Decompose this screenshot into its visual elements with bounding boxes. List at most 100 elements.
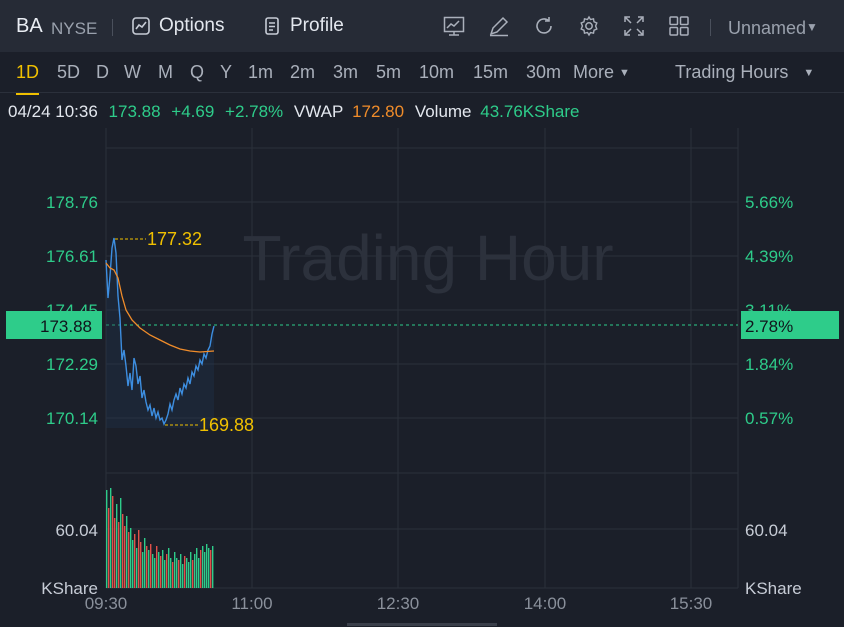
options-button[interactable]: Options bbox=[131, 15, 224, 37]
volume-bar bbox=[168, 548, 170, 588]
volume-bar bbox=[116, 504, 118, 588]
chart-scrollbar[interactable] bbox=[347, 623, 497, 626]
indicator-chart-icon[interactable] bbox=[442, 14, 466, 38]
trading-hours-label: Trading Hours bbox=[675, 62, 789, 82]
period-15m[interactable]: 15m bbox=[473, 62, 509, 82]
volume-bar bbox=[110, 488, 112, 588]
volume-bar bbox=[128, 532, 130, 588]
period-y[interactable]: Y bbox=[220, 62, 233, 82]
pct-tick: 1.84% bbox=[745, 355, 793, 374]
current-price-label: 173.88 bbox=[40, 317, 92, 336]
price-area bbox=[106, 238, 214, 428]
volume-unit-left: KShare bbox=[41, 579, 98, 598]
volume-bar bbox=[172, 562, 174, 588]
vwap-label: VWAP bbox=[293, 102, 344, 121]
time-tick: 12:30 bbox=[377, 594, 420, 613]
volume-label: Volume bbox=[414, 102, 472, 121]
watermark-text: Trading Hour bbox=[242, 222, 613, 294]
volume-bar bbox=[140, 542, 142, 588]
options-chart-icon bbox=[132, 17, 150, 35]
intraday-chart[interactable]: Trading Hour 178.76 176.61 174.45 172.29… bbox=[0, 128, 844, 627]
refresh-icon[interactable] bbox=[532, 14, 556, 38]
period-30m[interactable]: 30m bbox=[526, 62, 562, 82]
volume-tick-left: 60.04 bbox=[55, 521, 98, 540]
period-1d[interactable]: 1D bbox=[16, 62, 40, 95]
quote-datetime: 04/24 10:36 bbox=[8, 102, 98, 121]
period-w[interactable]: W bbox=[124, 62, 141, 82]
document-icon bbox=[265, 17, 279, 35]
quote-price: 173.88 bbox=[108, 102, 161, 121]
volume-bar bbox=[156, 546, 158, 588]
high-price-label: 177.32 bbox=[147, 229, 202, 249]
volume-bar bbox=[186, 558, 188, 588]
price-tick: 172.29 bbox=[46, 355, 98, 374]
period-10m[interactable]: 10m bbox=[419, 62, 455, 82]
volume-bar bbox=[112, 496, 114, 588]
profile-button[interactable]: Profile bbox=[262, 15, 344, 37]
price-line bbox=[105, 237, 215, 426]
period-q[interactable]: Q bbox=[190, 62, 205, 82]
volume-bar bbox=[190, 552, 192, 588]
volume-bar bbox=[114, 518, 116, 588]
pct-tick: 0.57% bbox=[745, 409, 793, 428]
volume-bar bbox=[208, 548, 210, 588]
period-selector-bar: 1D 5D D W M Q Y 1m 2m 3m 5m 10m 15m 30m … bbox=[0, 52, 844, 95]
layout-label: Unnamed bbox=[728, 18, 807, 38]
chart-grid bbox=[105, 128, 739, 589]
volume-bar bbox=[192, 560, 194, 588]
period-3m[interactable]: 3m bbox=[333, 62, 359, 82]
volume-bar bbox=[150, 544, 152, 588]
volume-bar bbox=[142, 552, 144, 588]
volume-bar bbox=[148, 550, 150, 588]
options-label: Options bbox=[159, 15, 225, 36]
volume-bar bbox=[180, 554, 182, 588]
volume-bar bbox=[174, 552, 176, 588]
caret-down-icon: ▼ bbox=[803, 67, 815, 79]
volume-bar bbox=[136, 548, 138, 588]
volume-value: 43.76KShare bbox=[480, 102, 580, 121]
divider bbox=[710, 19, 711, 36]
volume-bar bbox=[160, 556, 162, 588]
volume-bars bbox=[106, 488, 214, 588]
period-2m[interactable]: 2m bbox=[290, 62, 316, 82]
ticker-symbol[interactable]: BA bbox=[16, 15, 43, 37]
draw-pen-icon[interactable] bbox=[487, 14, 511, 38]
price-plot bbox=[105, 237, 215, 428]
more-periods-dropdown[interactable]: More ▼ bbox=[573, 62, 630, 83]
volume-bar bbox=[144, 538, 146, 588]
period-d[interactable]: D bbox=[96, 62, 109, 82]
volume-bar bbox=[184, 556, 186, 588]
period-5d[interactable]: 5D bbox=[57, 62, 81, 82]
volume-bar bbox=[206, 544, 208, 588]
period-1m[interactable]: 1m bbox=[248, 62, 274, 82]
layout-selector[interactable]: Unnamed▼ bbox=[728, 18, 818, 39]
volume-bar bbox=[126, 516, 128, 588]
volume-tick-right: 60.04 bbox=[745, 521, 788, 540]
volume-bar bbox=[212, 546, 214, 588]
grid-layout-icon[interactable] bbox=[667, 14, 691, 38]
low-price-label: 169.88 bbox=[199, 415, 254, 435]
volume-bar bbox=[162, 550, 164, 588]
quote-summary: 04/24 10:36 173.88 +4.69 +2.78% VWAP 172… bbox=[8, 102, 586, 122]
profile-label: Profile bbox=[290, 15, 344, 36]
volume-bar bbox=[106, 490, 108, 588]
volume-bar bbox=[182, 564, 184, 588]
caret-down-icon: ▼ bbox=[806, 20, 818, 34]
settings-gear-icon[interactable] bbox=[577, 14, 601, 38]
volume-bar bbox=[138, 530, 140, 588]
period-m[interactable]: M bbox=[158, 62, 173, 82]
volume-bar bbox=[166, 554, 168, 588]
volume-bar bbox=[154, 558, 156, 588]
volume-bar bbox=[146, 546, 148, 588]
volume-bar bbox=[152, 554, 154, 588]
current-price-tag bbox=[6, 311, 102, 339]
volume-bar bbox=[164, 560, 166, 588]
period-5m[interactable]: 5m bbox=[376, 62, 402, 82]
price-tick: 178.76 bbox=[46, 193, 98, 212]
volume-bar bbox=[120, 498, 122, 588]
volume-bar bbox=[194, 554, 196, 588]
fullscreen-icon[interactable] bbox=[622, 14, 646, 38]
volume-bar bbox=[108, 508, 110, 588]
trading-hours-dropdown[interactable]: Trading Hours ▼ bbox=[675, 62, 814, 83]
volume-bar bbox=[200, 550, 202, 588]
